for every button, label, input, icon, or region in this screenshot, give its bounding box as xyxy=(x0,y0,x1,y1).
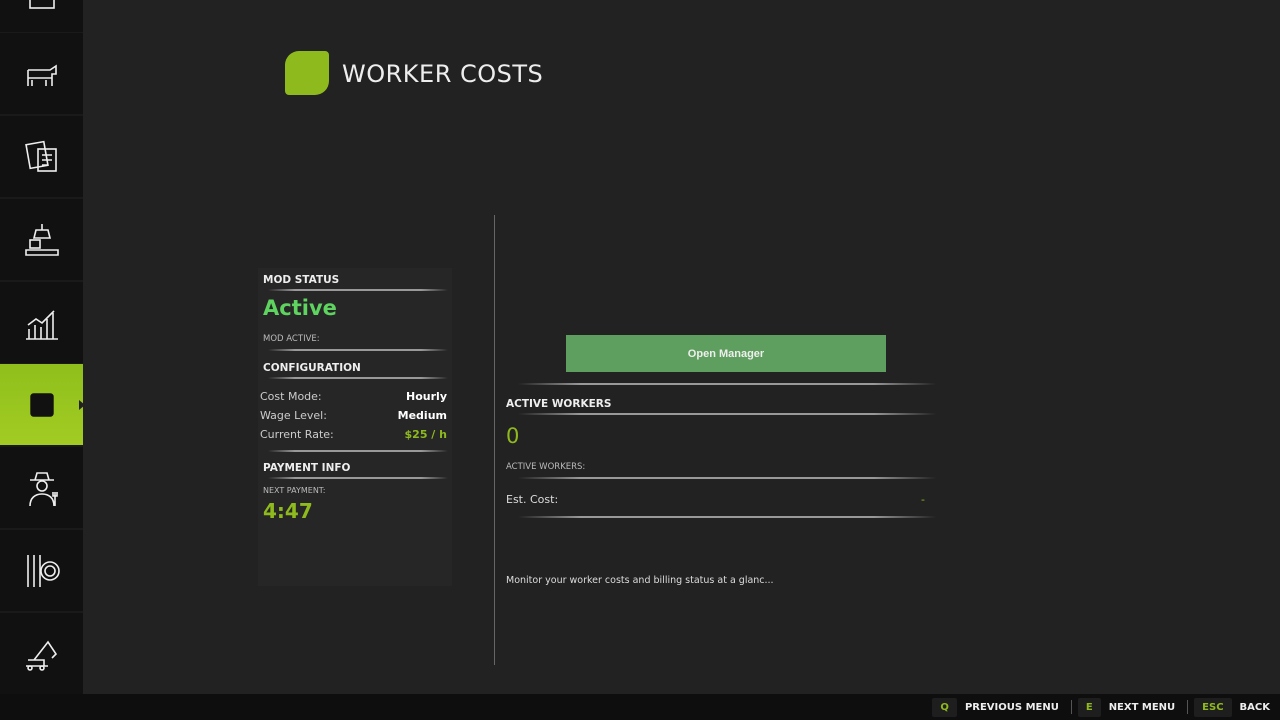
next-payment-value: 4:47 xyxy=(263,499,313,523)
sidebar-item-map[interactable] xyxy=(0,364,85,445)
key-esc[interactable]: ESC xyxy=(1194,697,1232,717)
description-text: Monitor your worker costs and billing st… xyxy=(506,575,774,586)
divider xyxy=(518,383,936,385)
farmer-icon xyxy=(28,471,58,506)
header-logo xyxy=(285,51,329,95)
tractor-icon xyxy=(28,0,55,9)
mod-status-value: Active xyxy=(263,296,337,320)
est-cost-value: - xyxy=(921,493,925,506)
key-q[interactable]: Q xyxy=(932,697,957,717)
payment-info-heading: PAYMENT INFO xyxy=(263,462,351,474)
map-icon xyxy=(29,392,54,417)
config-row-wage-level: Wage Level: Medium xyxy=(260,409,447,423)
sidebar-item-settings[interactable] xyxy=(0,530,83,611)
configuration-heading: CONFIGURATION xyxy=(263,362,361,374)
config-value: $25 / h xyxy=(404,428,447,441)
mod-active-label: MOD ACTIVE: xyxy=(263,334,320,344)
est-cost-label: Est. Cost: xyxy=(506,493,559,506)
active-indicator-icon xyxy=(79,400,85,410)
page-title: WORKER COSTS xyxy=(342,60,544,88)
sidebar-item-production[interactable] xyxy=(0,199,83,280)
divider xyxy=(268,477,448,479)
separator xyxy=(1187,700,1189,714)
next-menu-button[interactable]: NEXT MENU xyxy=(1108,701,1176,713)
sidebar-item-workers[interactable] xyxy=(0,447,83,528)
divider xyxy=(518,516,936,518)
active-workers-label: ACTIVE WORKERS: xyxy=(506,462,586,472)
mod-status-heading: MOD STATUS xyxy=(263,274,340,286)
active-workers-count: 0 xyxy=(506,424,520,448)
contracts-icon xyxy=(24,140,57,172)
config-value: Hourly xyxy=(406,390,447,403)
footer-bar: Q PREVIOUS MENU E NEXT MENU ESC BACK xyxy=(0,694,1280,720)
sidebar-item-animals[interactable] xyxy=(0,33,83,114)
divider xyxy=(518,413,936,415)
config-label: Cost Mode: xyxy=(260,390,322,403)
active-workers-heading: ACTIVE WORKERS xyxy=(506,398,612,410)
config-row-current-rate: Current Rate: $25 / h xyxy=(260,428,447,442)
divider xyxy=(268,377,448,379)
sidebar-item-vehicles[interactable] xyxy=(0,0,83,32)
cow-icon xyxy=(26,64,57,86)
next-payment-label: NEXT PAYMENT: xyxy=(263,486,326,495)
separator xyxy=(1070,700,1072,714)
config-value: Medium xyxy=(397,409,447,422)
divider xyxy=(268,289,448,291)
back-button[interactable]: BACK xyxy=(1239,701,1270,713)
sidebar xyxy=(0,0,85,694)
previous-menu-button[interactable]: PREVIOUS MENU xyxy=(964,701,1059,713)
sidebar-item-contracts[interactable] xyxy=(0,116,83,197)
settings-icon xyxy=(26,554,60,587)
divider xyxy=(268,450,448,452)
divider xyxy=(518,477,936,479)
open-manager-button[interactable]: Open Manager xyxy=(566,335,886,372)
status-panel xyxy=(258,268,452,586)
key-e[interactable]: E xyxy=(1077,697,1101,717)
excavator-icon xyxy=(25,640,57,671)
config-row-cost-mode: Cost Mode: Hourly xyxy=(260,390,447,404)
config-label: Current Rate: xyxy=(260,428,334,441)
production-icon xyxy=(24,223,59,256)
sidebar-item-construction[interactable] xyxy=(0,613,83,694)
chart-icon xyxy=(25,309,58,340)
divider xyxy=(268,349,448,351)
config-label: Wage Level: xyxy=(260,409,327,422)
sidebar-item-statistics[interactable] xyxy=(0,282,83,363)
panel-divider xyxy=(494,215,495,665)
